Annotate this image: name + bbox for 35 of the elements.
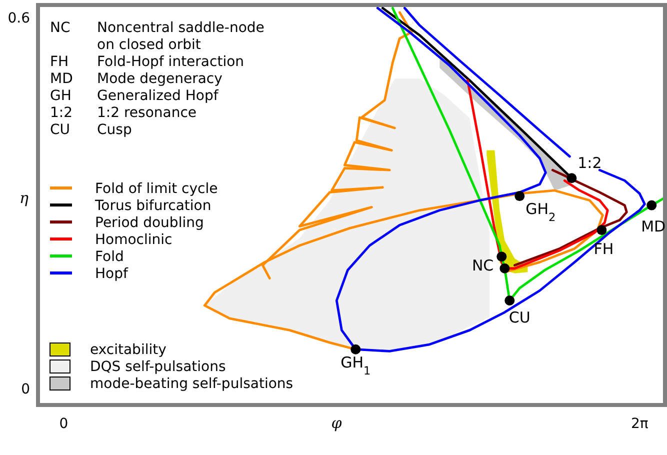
line-series bbox=[513, 168, 628, 266]
point bbox=[646, 200, 657, 210]
point bbox=[566, 173, 577, 184]
annotation: CU bbox=[508, 308, 530, 327]
text: GH Generalized Hopf bbox=[50, 88, 218, 104]
point bbox=[596, 225, 607, 236]
annotation: NC bbox=[472, 256, 494, 275]
text: FH Fold-Hopf interaction bbox=[50, 54, 244, 70]
point bbox=[514, 191, 525, 202]
x-axis-title: φ bbox=[331, 414, 342, 432]
text: 1:2 1:2 resonance bbox=[50, 105, 197, 121]
point bbox=[504, 296, 515, 306]
legend-label: Fold bbox=[95, 249, 124, 265]
x-tick-label: 2π bbox=[630, 416, 649, 432]
legend-label: mode-beating self-pulsations bbox=[90, 376, 294, 392]
annotation: MD bbox=[641, 217, 666, 236]
y-axis-title: η bbox=[20, 189, 28, 207]
point bbox=[496, 252, 507, 262]
legend-label: excitability bbox=[90, 342, 166, 358]
point bbox=[500, 263, 510, 274]
text: NC Noncentral saddle-node on closed orbit bbox=[50, 20, 264, 53]
annotation: GH$_{1}$ bbox=[340, 353, 371, 377]
legend-label: DQS self-pulsations bbox=[90, 359, 226, 375]
point bbox=[350, 344, 361, 354]
legend-label: Torus bifurcation bbox=[94, 198, 212, 214]
text: MD Mode degeneracy bbox=[50, 71, 222, 87]
legend-label: Period doubling bbox=[95, 215, 204, 231]
text: CU Cusp bbox=[50, 122, 132, 138]
legend-label: Fold of limit cycle bbox=[95, 181, 218, 197]
annotation: GH$_{2}$ bbox=[526, 200, 556, 224]
legend-label: Homoclinic bbox=[95, 232, 172, 248]
y-tick-label: 0.6 bbox=[8, 10, 30, 26]
legend-label: Hopf bbox=[95, 266, 129, 282]
annotation: 1:2 bbox=[578, 154, 602, 172]
annotation: FH bbox=[594, 240, 614, 258]
